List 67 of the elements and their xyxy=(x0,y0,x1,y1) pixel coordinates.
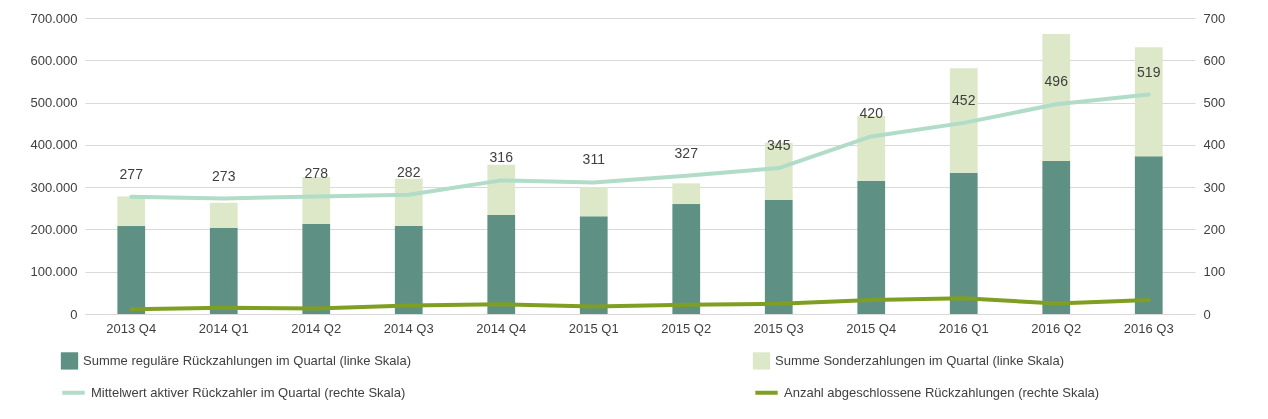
line-series xyxy=(129,296,1151,312)
x-tick-label: 2013 Q4 xyxy=(106,320,157,336)
y2-tick-label: 100 xyxy=(1203,264,1226,280)
x-tick-label: 2015 Q1 xyxy=(568,320,619,336)
y2-tick-label: 0 xyxy=(1203,306,1211,322)
bar xyxy=(302,223,331,314)
bar xyxy=(487,164,516,216)
y-tick-label: 0 xyxy=(70,306,78,322)
bar xyxy=(764,199,793,314)
bar xyxy=(1134,156,1163,314)
y-tick-label: 700.000 xyxy=(30,10,78,26)
bar xyxy=(209,202,238,228)
bar xyxy=(209,227,238,314)
bar xyxy=(672,204,701,314)
data-label: 420 xyxy=(859,105,884,122)
x-tick-label: 2016 Q1 xyxy=(938,320,989,336)
data-label: 278 xyxy=(304,165,329,182)
legend-label: Mittelwert aktiver Rückzahler im Quartal (rechte Skala) xyxy=(91,384,406,400)
data-label: 345 xyxy=(767,137,791,154)
bar xyxy=(579,187,608,217)
y-tick-label: 600.000 xyxy=(30,52,78,68)
x-tick-label: 2016 Q2 xyxy=(1031,320,1082,336)
bar xyxy=(949,68,978,173)
x-tick-label: 2015 Q2 xyxy=(661,320,712,336)
bar xyxy=(394,178,423,227)
legend-label: Summe reguläre Rückzahlungen im Quartal (linke Skala) xyxy=(83,352,412,368)
x-tick-label: 2015 Q3 xyxy=(753,320,804,336)
data-label: 277 xyxy=(119,165,144,182)
y-tick-label: 500.000 xyxy=(30,95,78,111)
y2-tick-label: 500 xyxy=(1203,95,1226,111)
bar xyxy=(579,216,608,314)
data-label: 282 xyxy=(397,163,421,180)
x-tick-label: 2014 Q1 xyxy=(198,320,249,336)
data-label: 273 xyxy=(212,167,236,184)
data-label: 316 xyxy=(489,149,514,166)
bar xyxy=(487,215,516,314)
y2-tick-label: 200 xyxy=(1203,221,1226,237)
y2-tick-label: 300 xyxy=(1203,179,1226,195)
y-tick-label: 300.000 xyxy=(30,179,78,195)
y-tick-label: 200.000 xyxy=(30,221,78,237)
bar xyxy=(1042,34,1071,161)
bar xyxy=(672,183,701,205)
x-tick-label: 2015 Q4 xyxy=(846,320,897,336)
bar xyxy=(394,226,423,314)
legend-label: Anzahl abgeschlossene Rückzahlungen (rechte Skala) xyxy=(784,384,1100,400)
legend-label: Summe Sonderzahlungen im Quartal (linke Skala) xyxy=(775,352,1065,368)
x-tick-label: 2014 Q3 xyxy=(383,320,434,336)
x-tick-label: 2014 Q4 xyxy=(476,320,527,336)
bar xyxy=(117,196,146,227)
data-label: 519 xyxy=(1137,63,1161,80)
x-tick-label: 2016 Q3 xyxy=(1123,320,1174,336)
y2-tick-label: 600 xyxy=(1203,52,1226,68)
y2-tick-label: 700 xyxy=(1203,10,1226,26)
bar xyxy=(857,180,886,314)
bar xyxy=(949,172,978,314)
x-tick-label: 2014 Q2 xyxy=(291,320,342,336)
bar xyxy=(857,116,886,181)
y2-tick-label: 400 xyxy=(1203,137,1226,153)
bar xyxy=(117,226,146,314)
data-label: 496 xyxy=(1044,73,1069,90)
y-tick-label: 400.000 xyxy=(30,137,78,153)
bar xyxy=(1134,47,1163,157)
data-label: 327 xyxy=(674,144,699,161)
data-label: 452 xyxy=(952,91,976,108)
bar xyxy=(1042,160,1071,314)
y-tick-label: 100.000 xyxy=(30,264,78,280)
data-label: 311 xyxy=(582,151,606,168)
